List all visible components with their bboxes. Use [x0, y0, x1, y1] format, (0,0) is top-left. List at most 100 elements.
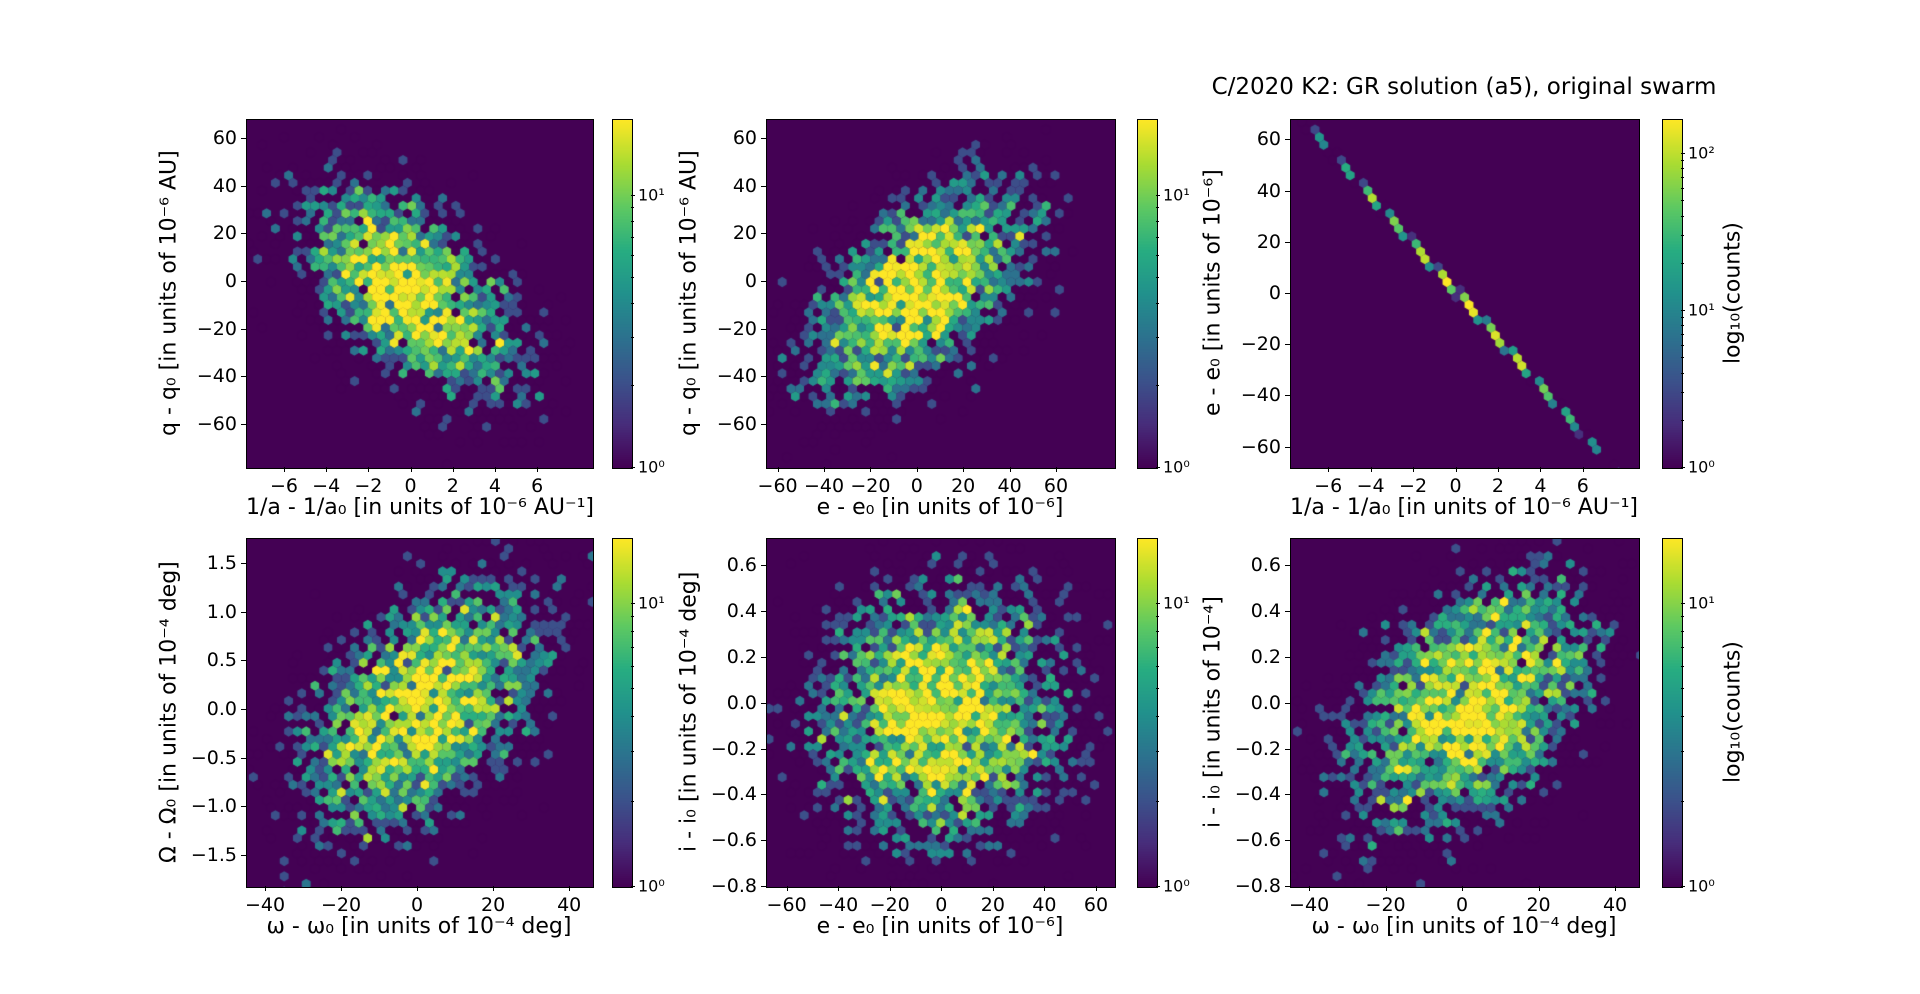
x-tick-label: 0	[1456, 894, 1469, 916]
x-axis-label: 1/a - 1/a₀ [in units of 10⁻⁶ AU⁻¹]	[246, 495, 595, 520]
colorbar-minor-tick-mark	[631, 751, 634, 753]
colorbar-canvas	[612, 119, 633, 469]
colorbar-minor-tick-mark	[1681, 665, 1684, 667]
x-tick-mark	[1044, 886, 1046, 891]
y-tick-label: 20	[212, 222, 237, 245]
x-tick-label: −40	[244, 894, 286, 916]
x-tick-label: −20	[850, 475, 891, 497]
colorbar: log₁₀(counts) 10⁰ 10¹ 10²	[1662, 119, 1746, 477]
colorbar-minor-tick-mark	[1156, 207, 1159, 209]
colorbar: log₁₀(counts) 10⁰ 10¹	[1662, 538, 1746, 896]
colorbar-minor-tick-mark	[1681, 357, 1684, 359]
y-tick-mark	[1285, 657, 1290, 659]
colorbar-tick-mark	[1681, 310, 1685, 312]
colorbar-tick-label: 10⁰	[638, 457, 665, 477]
y-axis-label: i - i₀ [in units of 10⁻⁴ deg]	[676, 571, 702, 853]
colorbar-minor-tick-mark	[631, 337, 634, 339]
y-tick-mark	[1285, 840, 1290, 842]
y-tick-mark	[761, 424, 766, 426]
colorbar-label: log₁₀(counts)	[1720, 641, 1746, 783]
y-tick-label: 0	[744, 270, 757, 293]
colorbar-minor-tick-mark	[1156, 385, 1159, 387]
colorbar-minor-tick-mark	[1156, 715, 1159, 717]
y-tick-label: 0.4	[726, 600, 757, 623]
x-tick-mark	[963, 467, 965, 472]
colorbar-minor-tick-mark	[1156, 646, 1159, 648]
colorbar-minor-tick-mark	[631, 715, 634, 717]
x-tick-mark	[1455, 467, 1457, 472]
y-tick-mark	[1285, 395, 1290, 397]
colorbar-tick-mark	[1681, 153, 1685, 155]
y-tick-label: 0.0	[726, 691, 757, 714]
x-tick-mark	[916, 467, 918, 472]
y-tick-mark	[241, 757, 246, 759]
colorbar-minor-tick-mark	[631, 207, 634, 209]
y-tick-label: 0.6	[1250, 554, 1281, 577]
x-tick-label: −40	[818, 894, 859, 916]
colorbar-minor-tick-mark	[1156, 276, 1159, 278]
y-tick-mark	[761, 376, 766, 378]
x-tick-mark	[1582, 467, 1584, 472]
hexbin-panel-i-vs-e: i - i₀ [in units of 10⁻⁴ deg] e - e₀ [in…	[677, 538, 1116, 939]
colorbar-tick-mark	[631, 603, 635, 605]
y-tick-label: −40	[1240, 384, 1281, 407]
x-tick-mark	[777, 467, 779, 472]
x-tick-label: −20	[1365, 894, 1406, 916]
x-tick-label: −4	[312, 475, 341, 497]
hexbin-panel-q-vs-inva: q - q₀ [in units of 10⁻⁶ AU] 1/a - 1/a₀ …	[157, 119, 594, 520]
y-tick-mark	[241, 328, 246, 330]
x-axis-label: e - e₀ [in units of 10⁻⁶]	[816, 914, 1064, 939]
x-tick-label: −40	[803, 475, 845, 497]
x-tick-label: 40	[1032, 894, 1057, 916]
x-tick-label: −20	[869, 894, 910, 916]
x-tick-mark	[265, 886, 266, 891]
x-tick-mark	[838, 886, 840, 891]
colorbar-minor-tick-mark	[1681, 200, 1684, 202]
colorbar-canvas	[1137, 119, 1158, 469]
colorbar-tick-label: 10⁰	[1163, 457, 1190, 477]
y-tick-mark	[241, 376, 246, 378]
y-tick-label: −0.4	[1234, 783, 1281, 806]
colorbar-tick-label: 10⁰	[1688, 876, 1715, 896]
y-tick-mark	[1285, 702, 1290, 704]
y-tick-label: 0	[1268, 282, 1281, 304]
x-tick-label: 6	[531, 475, 544, 497]
y-tick-mark	[241, 233, 246, 235]
colorbar-minor-tick-mark	[1681, 646, 1684, 648]
colorbar-minor-tick-mark	[631, 276, 634, 278]
y-tick-label: 60	[212, 127, 237, 150]
y-tick-label: 40	[732, 174, 757, 197]
colorbar-minor-tick-mark	[1681, 751, 1684, 753]
x-tick-mark	[889, 886, 891, 891]
y-tick-label: −60	[716, 413, 757, 436]
y-tick-mark	[1285, 190, 1290, 192]
x-tick-mark	[1328, 467, 1330, 472]
x-tick-mark	[410, 467, 412, 472]
y-tick-label: −0.8	[1234, 875, 1281, 897]
y-tick-mark	[241, 854, 246, 856]
colorbar-tick-label: 10⁰	[1163, 876, 1190, 896]
x-tick-label: 4	[1534, 475, 1547, 497]
y-tick-label: −0.8	[710, 875, 757, 897]
colorbar-minor-tick-mark	[631, 221, 634, 223]
y-tick-mark	[241, 281, 246, 283]
y-tick-label: 0.2	[1250, 646, 1281, 669]
colorbar: 10⁰ 10¹	[1137, 119, 1190, 477]
colorbar-tick-label: 10¹	[638, 593, 665, 613]
colorbar-tick-label: 10⁰	[638, 876, 665, 896]
y-tick-label: −40	[716, 365, 757, 388]
colorbar-minor-tick-mark	[1681, 160, 1684, 162]
y-tick-label: 0	[224, 270, 237, 293]
colorbar-label: log₁₀(counts)	[1720, 222, 1746, 364]
y-tick-label: −40	[196, 365, 237, 388]
colorbar-tick-label: 10¹	[1688, 300, 1715, 320]
colorbar-tick-mark	[1681, 886, 1685, 887]
x-tick-mark	[1540, 467, 1542, 472]
colorbar-canvas	[1662, 538, 1683, 888]
x-axis-label: ω - ω₀ [in units of 10⁻⁴ deg]	[266, 914, 572, 939]
y-axis-label: e - e₀ [in units of 10⁻⁶]	[1200, 169, 1226, 417]
x-tick-label: 0	[1449, 475, 1462, 497]
colorbar-minor-tick-mark	[1681, 372, 1684, 374]
y-tick-mark	[761, 657, 766, 659]
x-tick-label: 4	[488, 475, 501, 497]
